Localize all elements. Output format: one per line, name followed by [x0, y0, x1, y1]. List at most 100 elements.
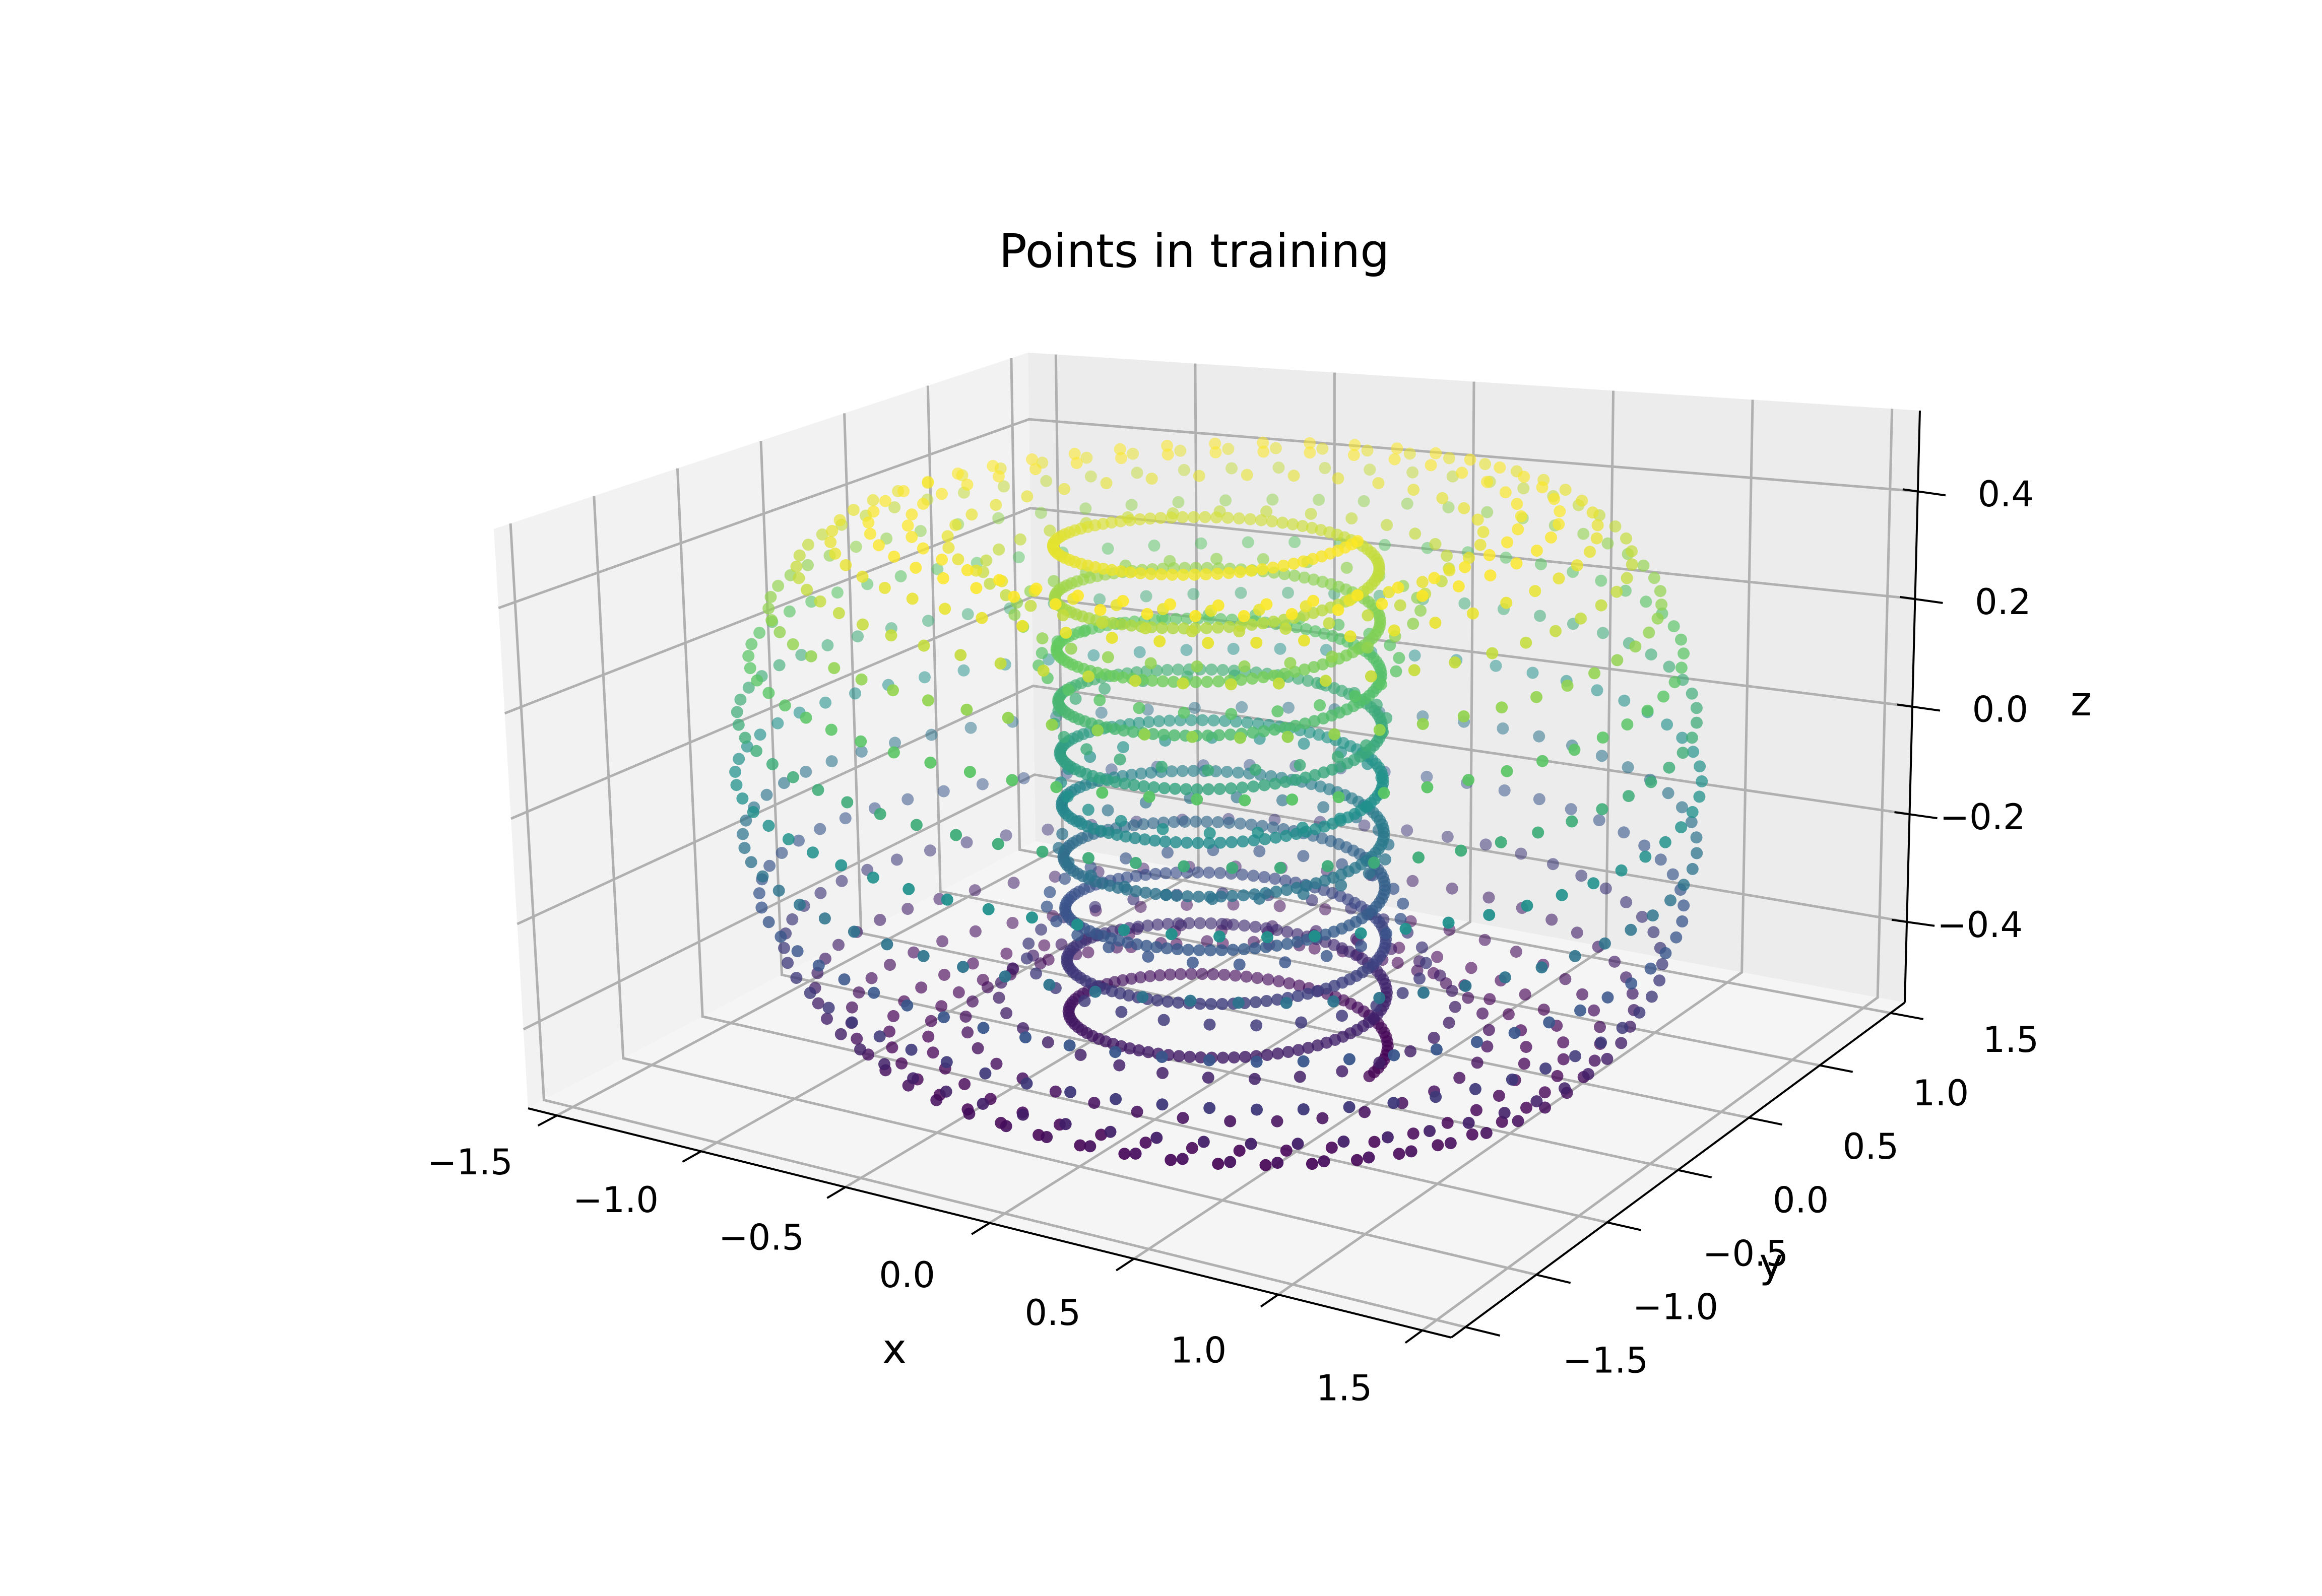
data-point — [1258, 871, 1270, 883]
data-point — [961, 608, 974, 621]
data-point — [1206, 893, 1218, 905]
data-point — [1296, 520, 1309, 533]
data-point — [1687, 746, 1700, 758]
data-point — [1373, 723, 1386, 736]
data-point — [822, 1002, 835, 1014]
data-point — [1040, 475, 1053, 487]
data-point — [1213, 930, 1226, 943]
data-point — [1466, 1128, 1478, 1141]
data-point — [1455, 844, 1467, 857]
data-point — [1186, 730, 1198, 743]
data-point — [1181, 890, 1194, 903]
data-point — [914, 525, 927, 538]
data-point — [1270, 940, 1283, 952]
data-point — [1212, 816, 1224, 828]
data-point — [1191, 783, 1203, 795]
data-point — [1260, 598, 1273, 611]
data-point — [1610, 585, 1623, 598]
data-point — [1180, 644, 1193, 656]
data-point — [1037, 664, 1050, 677]
data-point — [1115, 1006, 1128, 1018]
data-point — [1396, 1097, 1408, 1109]
z-tick-label: −0.4 — [1937, 904, 2023, 946]
data-point — [1235, 586, 1247, 599]
data-point — [950, 829, 962, 841]
data-point — [1535, 961, 1548, 974]
data-point — [1260, 922, 1272, 935]
data-point — [1449, 1001, 1461, 1013]
data-point — [1044, 886, 1056, 898]
data-point — [787, 771, 799, 783]
data-point — [1307, 594, 1320, 607]
data-point — [1164, 968, 1177, 981]
data-point — [938, 969, 950, 981]
data-point — [1449, 656, 1461, 669]
data-point — [1416, 576, 1429, 588]
data-point — [1316, 1112, 1329, 1124]
data-point — [1373, 1056, 1386, 1069]
data-point — [1062, 856, 1075, 869]
data-point — [1645, 648, 1657, 661]
data-point — [1363, 1151, 1375, 1164]
data-point — [1594, 1021, 1606, 1033]
data-point — [901, 793, 914, 806]
data-point — [833, 514, 846, 526]
data-point — [1200, 816, 1213, 828]
data-point — [1626, 558, 1638, 571]
data-point — [878, 1058, 890, 1071]
data-point — [1351, 589, 1364, 602]
data-point — [847, 504, 860, 516]
data-point — [1183, 917, 1195, 929]
data-point — [1187, 765, 1200, 777]
data-point — [1058, 483, 1071, 495]
data-point — [1428, 1032, 1440, 1044]
data-point — [1401, 497, 1413, 510]
data-point — [906, 530, 918, 543]
data-point — [1287, 470, 1300, 482]
data-point — [1133, 646, 1146, 658]
data-point — [1553, 572, 1565, 585]
data-point — [868, 986, 880, 999]
data-point — [838, 973, 851, 986]
data-point — [1147, 817, 1159, 830]
data-point — [1498, 784, 1511, 796]
data-point — [1216, 664, 1229, 676]
data-point — [1207, 714, 1220, 727]
data-point — [1250, 1019, 1263, 1032]
data-point — [831, 586, 844, 599]
data-point — [1156, 823, 1169, 835]
data-point — [1236, 781, 1249, 794]
data-point — [1311, 985, 1323, 998]
data-point — [1058, 730, 1070, 743]
data-point — [1244, 513, 1257, 525]
data-point — [1372, 477, 1385, 489]
data-point — [1444, 1137, 1457, 1150]
data-point — [1049, 871, 1061, 883]
data-point — [1442, 501, 1455, 513]
data-point — [957, 961, 970, 973]
data-point — [1639, 850, 1652, 863]
data-point — [1269, 873, 1281, 885]
y-axis-label: y — [1759, 1240, 1783, 1287]
data-point — [1345, 512, 1358, 524]
data-point — [917, 950, 930, 962]
data-point — [1082, 946, 1094, 959]
data-point — [1128, 779, 1140, 791]
data-point — [731, 706, 743, 718]
data-point — [1117, 741, 1129, 754]
scatter-points — [729, 436, 1708, 1171]
data-point — [1350, 1154, 1363, 1166]
data-point — [1050, 915, 1063, 927]
data-point — [1626, 545, 1638, 558]
data-point — [1124, 514, 1136, 526]
data-point — [1622, 761, 1634, 773]
data-point — [1678, 879, 1690, 891]
data-point — [1006, 774, 1018, 786]
data-point — [1118, 881, 1131, 893]
data-point — [1148, 540, 1160, 552]
data-point — [1194, 917, 1206, 929]
data-point — [1249, 996, 1262, 1009]
data-point — [885, 629, 897, 642]
data-point — [1430, 1091, 1442, 1103]
data-point — [1113, 1059, 1126, 1072]
